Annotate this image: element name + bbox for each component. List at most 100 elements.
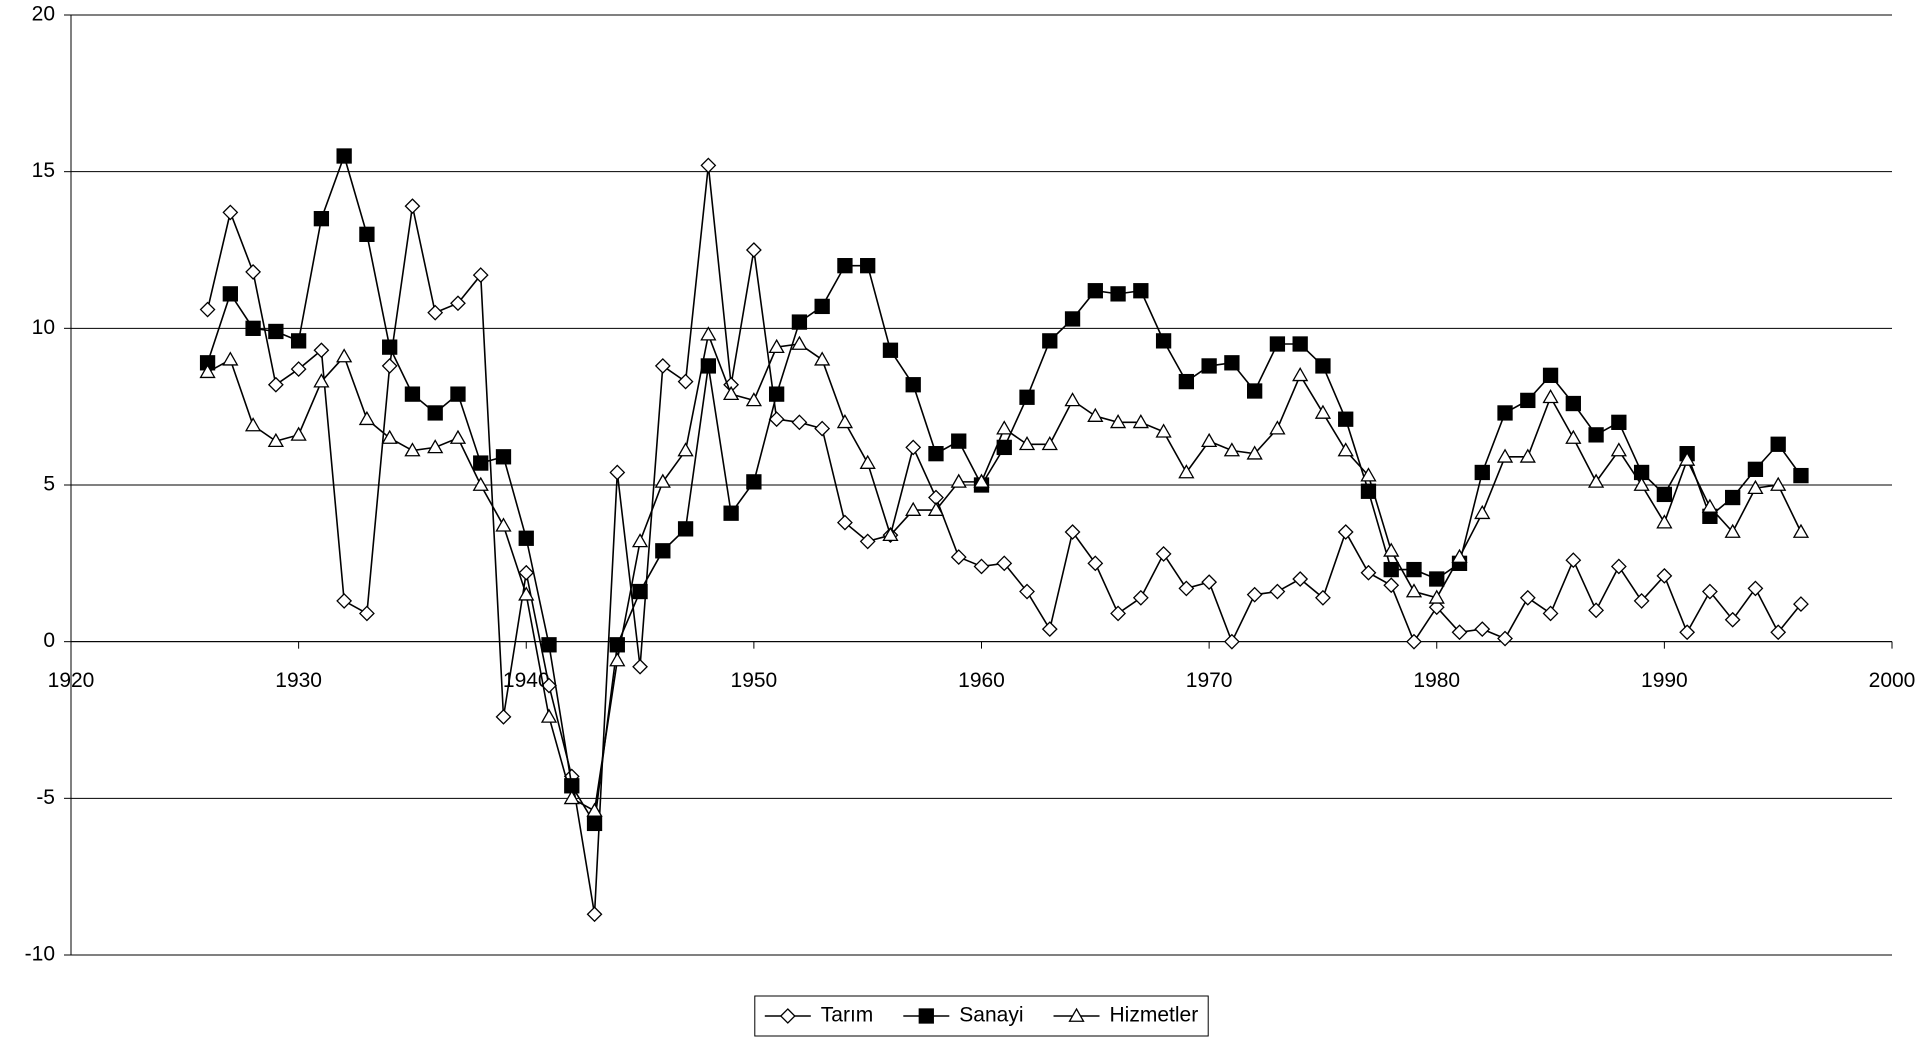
- data-point: [1770, 624, 1787, 641]
- data-point: [677, 442, 694, 457]
- series: [199, 326, 1810, 817]
- data-point: [1201, 358, 1217, 374]
- data-point: [1656, 486, 1673, 503]
- data-point: [1269, 420, 1286, 435]
- y-tick-label: -10: [25, 943, 55, 966]
- data-point: [1292, 571, 1309, 587]
- data-point: [267, 432, 284, 448]
- data-point: [358, 605, 375, 622]
- data-point: [996, 555, 1013, 572]
- data-point: [382, 339, 398, 355]
- data-point: [814, 420, 831, 437]
- data-point: [1064, 392, 1081, 407]
- data-point: [245, 320, 261, 336]
- data-point: [450, 295, 466, 312]
- data-point: [1269, 583, 1286, 600]
- data-point: [1542, 367, 1559, 383]
- data-point: [199, 363, 216, 379]
- data-point: [951, 433, 967, 449]
- data-point: [495, 517, 512, 532]
- legend: Tarım Sanayi Hizmetler: [754, 995, 1209, 1037]
- x-tick-label: 1980: [1413, 669, 1460, 692]
- data-point: [449, 429, 467, 444]
- data-point: [313, 373, 330, 388]
- data-point: [358, 410, 376, 426]
- legend-box: [754, 995, 1209, 1037]
- data-point: [1747, 461, 1764, 477]
- data-point: [1587, 473, 1605, 488]
- data-point: [1224, 355, 1240, 371]
- data-point: [1314, 404, 1332, 419]
- data-point: [905, 501, 922, 516]
- data-point: [1018, 435, 1036, 451]
- data-point: [1633, 476, 1650, 491]
- data-point: [1611, 414, 1627, 430]
- y-tick-label: 20: [32, 3, 55, 26]
- data-point: [700, 358, 716, 374]
- data-point: [404, 442, 421, 457]
- data-point: [837, 514, 853, 531]
- data-point: [290, 361, 307, 377]
- data-point: [1337, 442, 1354, 457]
- data-point: [1724, 523, 1741, 538]
- data-point: [541, 677, 557, 694]
- data-point: [1223, 442, 1241, 457]
- data-point: [1724, 611, 1741, 628]
- data-point: [950, 549, 967, 565]
- data-point: [313, 342, 330, 359]
- data-point: [1542, 605, 1559, 622]
- data-point: [1474, 464, 1490, 481]
- data-point: [905, 377, 921, 393]
- data-point: [1519, 448, 1536, 463]
- data-point: [586, 906, 603, 923]
- x-tick-label: 1990: [1641, 669, 1688, 692]
- data-point: [1110, 286, 1126, 302]
- data-point: [290, 333, 307, 349]
- y-tick-label: 0: [43, 629, 55, 652]
- data-point: [1360, 467, 1377, 482]
- data-point: [495, 708, 512, 725]
- data-point: [450, 386, 466, 402]
- x-tick-label: 1950: [731, 669, 778, 692]
- data-point: [1656, 514, 1673, 529]
- data-point: [1155, 333, 1172, 349]
- data-point: [381, 358, 398, 374]
- data-point: [1064, 524, 1081, 540]
- data-point: [268, 323, 284, 340]
- data-point: [1793, 596, 1809, 612]
- data-point: [1588, 427, 1604, 443]
- data-point: [1565, 429, 1582, 444]
- x-tick-label: 2000: [1869, 669, 1916, 692]
- data-point: [1201, 574, 1218, 591]
- data-point: [222, 286, 238, 302]
- data-point: [723, 505, 739, 521]
- data-point: [313, 211, 330, 227]
- data-point: [267, 376, 284, 393]
- data-point: [1246, 586, 1263, 603]
- data-point: [700, 157, 717, 174]
- legend-marker: [779, 1008, 796, 1024]
- x-tick-label: 1960: [958, 669, 1005, 692]
- data-point: [1679, 451, 1696, 466]
- legend-item: Hizmetler: [1053, 1004, 1198, 1027]
- data-point: [1542, 388, 1559, 404]
- data-point: [609, 652, 626, 667]
- data-point: [1792, 523, 1810, 538]
- data-point: [472, 267, 489, 283]
- legend-item: Tarım: [764, 1004, 873, 1027]
- data-point: [1565, 395, 1581, 412]
- data-point: [1201, 432, 1218, 448]
- data-point: [1474, 621, 1491, 638]
- data-point: [632, 583, 648, 600]
- data-point: [427, 405, 443, 421]
- data-point: [586, 815, 603, 832]
- data-point: [654, 473, 671, 488]
- legend-item: Sanayi: [903, 1004, 1024, 1027]
- data-point: [609, 464, 626, 481]
- data-point: [1474, 504, 1491, 520]
- data-point: [1428, 589, 1445, 604]
- data-point: [541, 637, 557, 653]
- data-point: [973, 558, 990, 575]
